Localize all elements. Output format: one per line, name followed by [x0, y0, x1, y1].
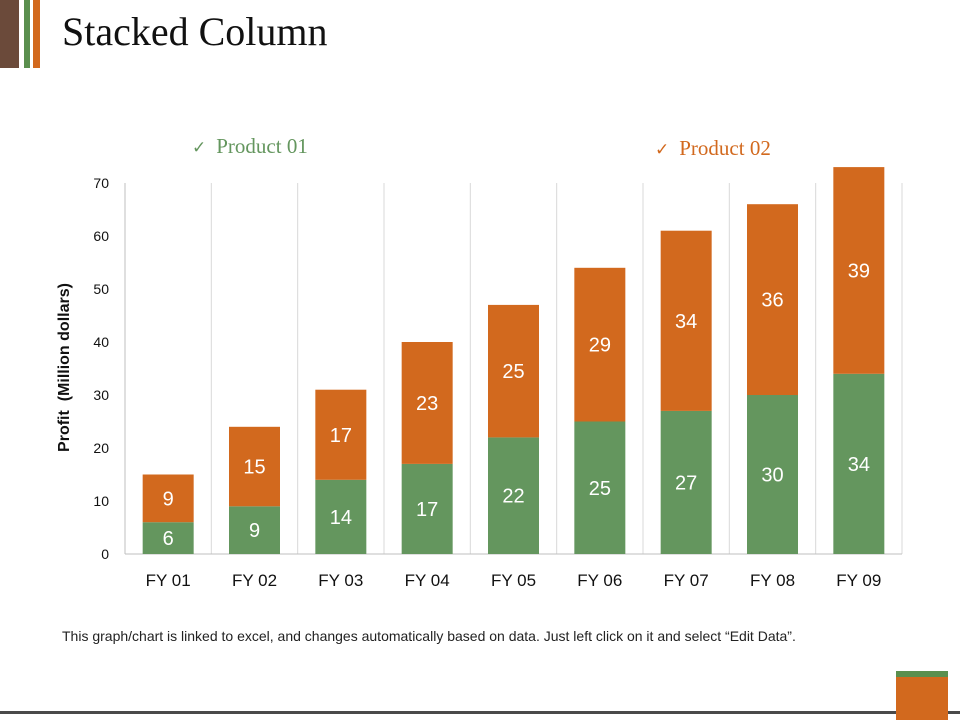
accent-bar-brown — [0, 0, 19, 68]
bar-product-01 — [401, 463, 453, 554]
x-tick-label: FY 07 — [664, 571, 709, 590]
data-label: 39 — [848, 260, 870, 282]
bar-product-01 — [747, 395, 798, 554]
footnote: This graph/chart is linked to excel, and… — [62, 628, 796, 644]
corner-square-green — [896, 671, 948, 677]
x-tick-label: FY 06 — [577, 571, 622, 590]
x-tick-label: FY 02 — [232, 571, 277, 590]
data-label: 15 — [243, 457, 265, 479]
data-label: 29 — [589, 335, 611, 357]
legend-item-product-02: ✓ Product 02 — [655, 136, 771, 161]
y-tick-label: 60 — [93, 228, 109, 244]
y-tick-label: 40 — [93, 334, 109, 350]
legend-item-product-01: ✓ Product 01 — [192, 134, 308, 159]
y-tick-label: 70 — [93, 175, 109, 191]
legend-label: Product 02 — [679, 136, 771, 160]
x-tick-label: FY 05 — [491, 571, 536, 590]
bar-product-01 — [229, 506, 280, 554]
legend-label: Product 01 — [216, 134, 308, 158]
slide-title: Stacked Column — [62, 9, 328, 54]
data-label: 17 — [330, 425, 352, 447]
bar-product-01 — [833, 373, 885, 554]
data-label: 34 — [848, 454, 870, 476]
data-label: 25 — [589, 478, 611, 500]
x-tick-label: FY 09 — [836, 571, 881, 590]
data-label: 22 — [502, 486, 524, 508]
y-tick-label: 20 — [93, 440, 109, 456]
x-tick-label: FY 04 — [405, 571, 450, 590]
y-tick-label: 10 — [93, 493, 109, 509]
bar-product-01 — [660, 410, 712, 554]
bar-product-02 — [229, 426, 280, 507]
data-label: 25 — [502, 361, 524, 383]
bar-product-02 — [747, 204, 798, 395]
data-label: 36 — [761, 290, 783, 312]
bar-product-02 — [401, 342, 453, 464]
accent-bar-green — [24, 0, 30, 68]
y-tick-label: 50 — [93, 281, 109, 297]
data-label: 23 — [416, 393, 438, 415]
bar-product-02 — [574, 267, 626, 422]
y-axis-title: Profit (Million dollars) — [56, 283, 73, 452]
bar-product-02 — [833, 167, 885, 374]
bar-product-02 — [142, 474, 194, 523]
x-tick-label: FY 01 — [146, 571, 191, 590]
bar-product-01 — [315, 479, 367, 554]
data-label: 17 — [416, 499, 438, 521]
data-label: 9 — [249, 520, 260, 542]
corner-square-orange — [896, 677, 948, 720]
y-tick-label: 0 — [101, 546, 109, 562]
y-tick-label: 30 — [93, 387, 109, 403]
check-icon: ✓ — [655, 140, 670, 160]
data-label: 34 — [675, 311, 697, 333]
data-label: 6 — [163, 528, 174, 550]
bar-product-02 — [315, 389, 367, 480]
data-label: 9 — [163, 488, 174, 510]
bar-product-01 — [488, 437, 539, 554]
bar-product-02 — [660, 230, 712, 411]
bar-product-02 — [488, 304, 539, 438]
x-tick-label: FY 08 — [750, 571, 795, 590]
bar-product-01 — [574, 421, 626, 554]
bottom-rule — [0, 711, 960, 714]
data-label: 14 — [330, 507, 352, 529]
check-icon: ✓ — [192, 138, 207, 158]
accent-bar-orange — [33, 0, 40, 68]
bar-product-01 — [142, 522, 194, 554]
data-label: 30 — [761, 465, 783, 487]
x-tick-label: FY 03 — [318, 571, 363, 590]
data-label: 27 — [675, 472, 697, 494]
